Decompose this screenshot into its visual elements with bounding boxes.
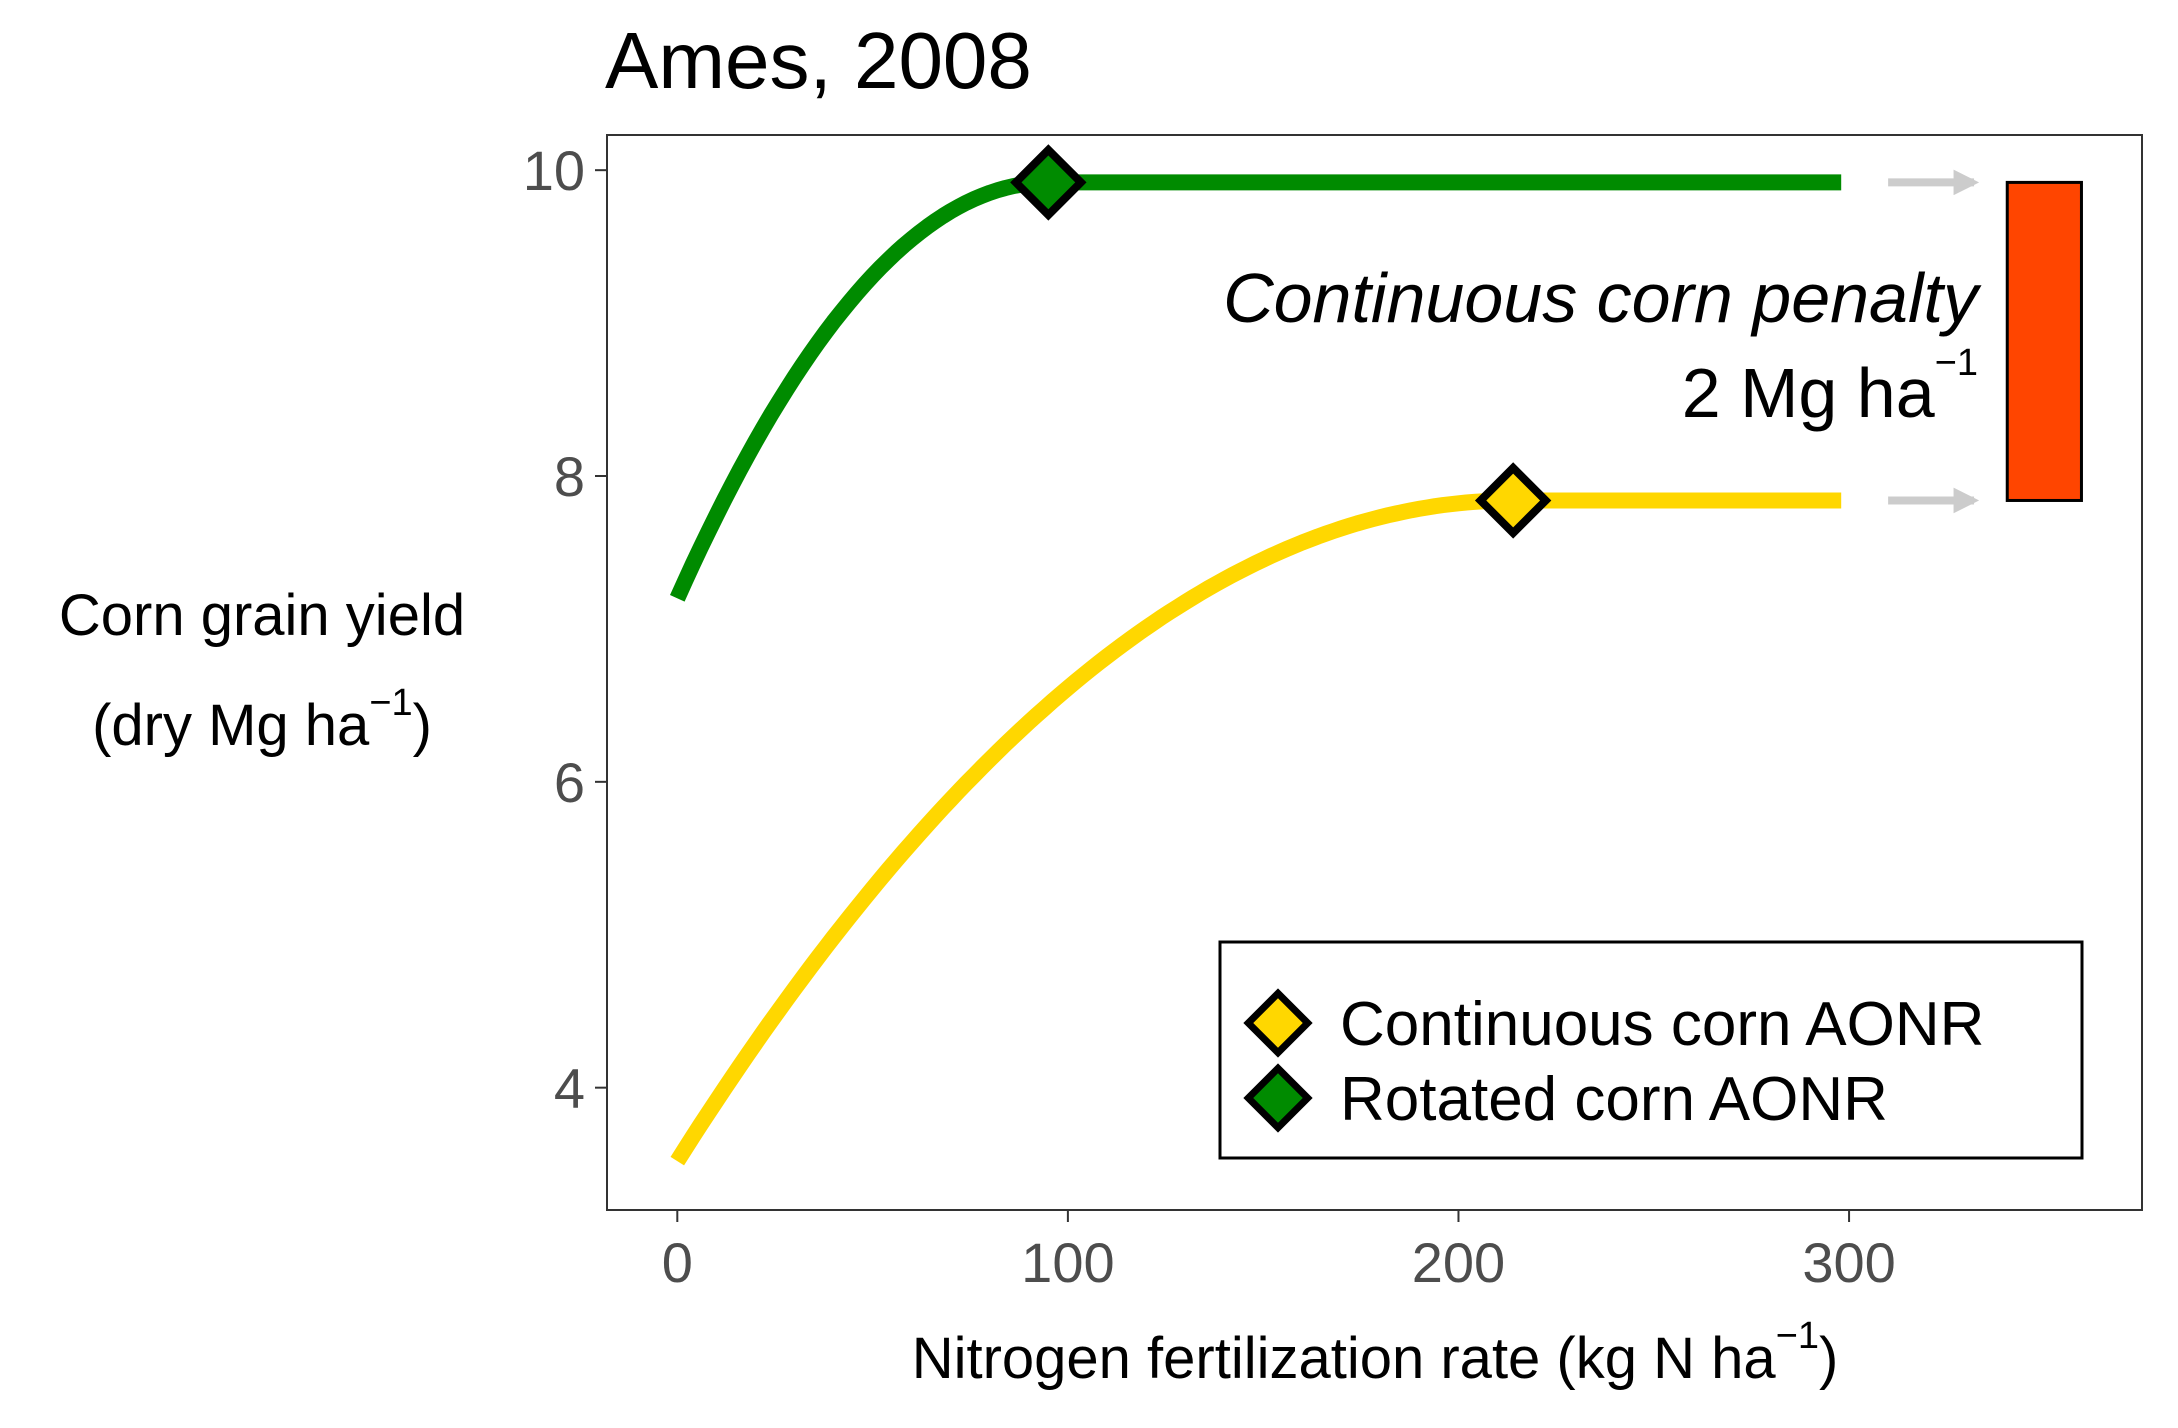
x-tick-label: 300 [1802, 1231, 1895, 1294]
rotated-aonr-point [1010, 144, 1087, 221]
continuous-aonr-point [1474, 462, 1552, 539]
x-tick-label: 0 [662, 1231, 693, 1294]
y-tick-label: 6 [554, 751, 585, 814]
x-axis-title: Nitrogen fertilization rate (kg N ha−1) [912, 1315, 1839, 1391]
y-axis: 4 6 8 10 [523, 139, 607, 1120]
y-tick-label: 4 [554, 1057, 585, 1120]
penalty-bar-group [2005, 180, 2083, 502]
chart-title: Ames, 2008 [605, 16, 1032, 105]
y-tick-label: 8 [554, 445, 585, 508]
plot-panel [606, 134, 2143, 1211]
legend-key-rotated [1243, 1063, 1313, 1133]
rotated-corn-curve [670, 174, 1842, 602]
penalty-annotation-line2: 2 Mg ha−1 [1682, 342, 1978, 432]
aonr-markers [1010, 144, 1552, 539]
x-tick-label: 100 [1021, 1231, 1114, 1294]
legend-label-rotated: Rotated corn AONR [1340, 1065, 1888, 1134]
legend-label-continuous: Continuous corn AONR [1340, 990, 1984, 1059]
penalty-bar [2005, 180, 2083, 502]
x-tick-label: 200 [1412, 1231, 1505, 1294]
legend-box [1218, 940, 2084, 1160]
penalty-arrows [1888, 169, 1980, 514]
response-curves [670, 174, 1842, 1166]
x-axis: 0 100 200 300 [662, 1210, 1896, 1294]
legend-key-continuous [1243, 988, 1313, 1058]
y-tick-label: 10 [523, 139, 585, 202]
y-axis-title-line2: (dry Mg ha−1) [92, 682, 432, 758]
y-axis-title-line1: Corn grain yield [59, 583, 465, 648]
continuous-corn-curve [670, 492, 1842, 1166]
penalty-annotation-line1: Continuous corn penalty [1223, 259, 1982, 337]
legend: Continuous corn AONR Rotated corn AONR [1218, 940, 2084, 1160]
